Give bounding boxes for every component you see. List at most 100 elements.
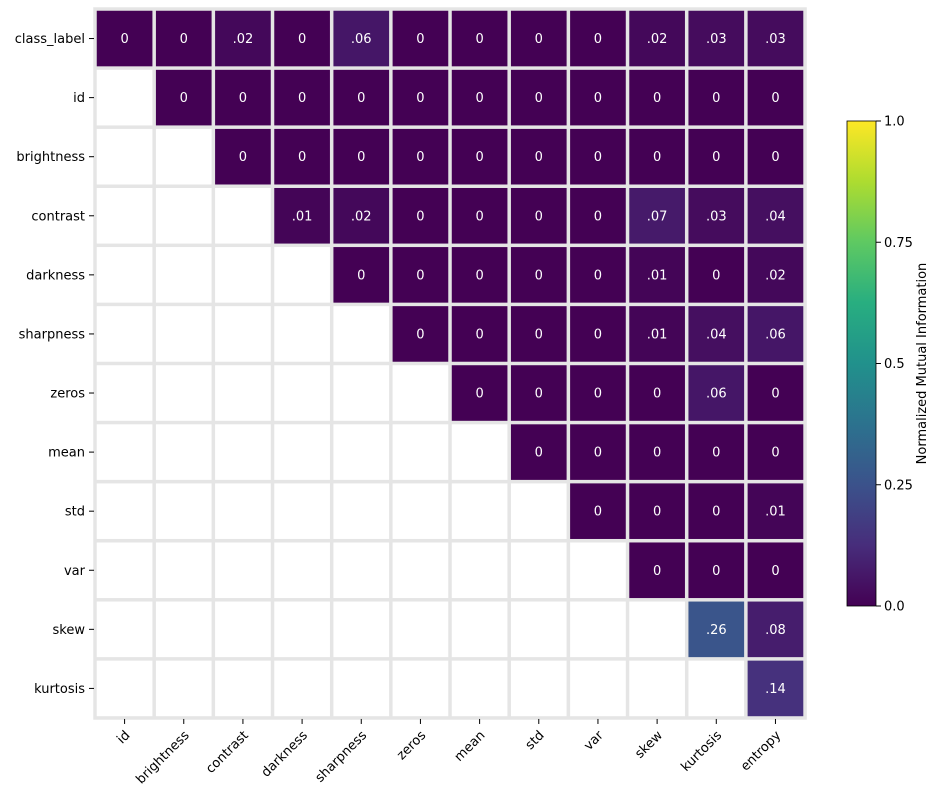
cell-value-label: 0 xyxy=(298,91,306,106)
cell-value-label: .03 xyxy=(765,32,786,47)
colorbar: 0.0 0.25 0.5 0.75 1.0 Normalized Mutual Infor… xyxy=(846,115,930,615)
heatmap-cell xyxy=(451,128,508,185)
heatmap-cell xyxy=(333,187,390,244)
cell-value-label: 0 xyxy=(535,150,543,165)
cell-value-label: 0 xyxy=(594,150,602,165)
cell-value-label: 0 xyxy=(594,327,602,342)
heatmap-empty-cell xyxy=(215,601,271,658)
cell-value-label: 0 xyxy=(416,268,424,283)
cell-value-label: 0 xyxy=(653,505,661,520)
heatmap-empty-cell xyxy=(155,542,212,599)
heatmap-cell xyxy=(629,542,685,599)
heatmap-cell xyxy=(629,69,685,126)
colorbar-tick-label: 0.25 xyxy=(884,478,913,493)
cell-value-label: 0 xyxy=(771,446,779,461)
cell-value-label: 0 xyxy=(416,91,424,106)
cell-value-label: 0 xyxy=(239,150,247,165)
heatmap-cell xyxy=(747,69,804,126)
heatmap-cell xyxy=(629,483,685,539)
heatmap-cell xyxy=(274,187,330,244)
heatmap-cell xyxy=(510,128,567,185)
heatmap-empty-cell xyxy=(451,483,508,539)
cell-value-label: 0 xyxy=(416,150,424,165)
heatmap-empty-cell xyxy=(96,542,153,599)
heatmap-cell xyxy=(570,187,626,244)
heatmap-cell xyxy=(747,10,804,67)
cell-value-label: 0 xyxy=(712,446,720,461)
heatmap-cell xyxy=(747,187,804,244)
heatmap-cell xyxy=(333,128,390,185)
heatmap-cell xyxy=(629,247,685,303)
heatmap-cell xyxy=(747,542,804,599)
cell-value-label: 0 xyxy=(535,268,543,283)
heatmap-empty-cell xyxy=(333,660,390,717)
cell-value-label: 0 xyxy=(475,150,483,165)
heatmap-empty-cell xyxy=(274,601,330,658)
cell-value-label: 0 xyxy=(298,32,306,47)
heatmap-cell xyxy=(629,128,685,185)
cell-value-label: 0 xyxy=(535,327,543,342)
cell-value-label: .14 xyxy=(765,682,786,697)
column-tick-label: kurtosis xyxy=(678,728,725,775)
heatmap-cell xyxy=(747,601,804,658)
heatmap-empty-cell xyxy=(333,424,390,480)
column-tick-label: var xyxy=(581,728,607,754)
heatmap-empty-cell xyxy=(215,306,271,362)
heatmap-cell xyxy=(688,247,745,303)
heatmap-cell xyxy=(392,247,449,303)
heatmap-empty-cell xyxy=(155,247,212,303)
cell-value-label: 0 xyxy=(653,387,661,402)
heatmap-empty-cell xyxy=(155,660,212,717)
heatmap-cell xyxy=(629,306,685,362)
heatmap-cell xyxy=(747,306,804,362)
heatmap-cell xyxy=(451,69,508,126)
row-tick-label: brightness xyxy=(16,150,85,165)
cell-value-label: 0 xyxy=(653,91,661,106)
heatmap-cell xyxy=(570,247,626,303)
column-tick-label: skew xyxy=(632,728,666,762)
heatmap-cell xyxy=(215,69,271,126)
heatmap-cell xyxy=(392,306,449,362)
heatmap-cell xyxy=(688,187,745,244)
heatmap-cell xyxy=(629,365,685,421)
heatmap-cell xyxy=(392,10,449,67)
cell-value-label: 0 xyxy=(594,32,602,47)
heatmap-empty-cell xyxy=(96,601,153,658)
cell-value-label: .03 xyxy=(706,209,727,224)
cell-value-label: .03 xyxy=(706,32,727,47)
heatmap-empty-cell xyxy=(96,365,153,421)
cell-value-label: .08 xyxy=(765,623,786,638)
cell-value-label: .01 xyxy=(765,505,786,520)
cell-value-label: 0 xyxy=(594,505,602,520)
row-tick-label: contrast xyxy=(31,209,85,224)
heatmap-empty-cell xyxy=(629,660,685,717)
cell-value-label: 0 xyxy=(298,150,306,165)
heatmap-cell xyxy=(629,10,685,67)
cell-value-label: 0 xyxy=(535,91,543,106)
heatmap-cell xyxy=(570,69,626,126)
heatmap-empty-cell xyxy=(96,483,153,539)
heatmap-empty-cell xyxy=(274,247,330,303)
row-tick-label: zeros xyxy=(50,387,85,402)
heatmap-empty-cell xyxy=(451,601,508,658)
cell-value-label: 0 xyxy=(475,387,483,402)
cell-value-label: 0 xyxy=(475,327,483,342)
heatmap-empty-cell xyxy=(510,601,567,658)
heatmap-empty-cell xyxy=(96,660,153,717)
cell-value-label: 0 xyxy=(653,446,661,461)
heatmap-empty-cell xyxy=(155,128,212,185)
heatmap-empty-cell xyxy=(155,483,212,539)
heatmap-empty-cell xyxy=(688,660,745,717)
colorbar-tick-label: 1.0 xyxy=(884,115,905,130)
heatmap-empty-cell xyxy=(215,660,271,717)
heatmap-cell xyxy=(688,128,745,185)
cell-value-label: 0 xyxy=(771,564,779,579)
heatmap-empty-cell xyxy=(333,483,390,539)
heatmap-empty-cell xyxy=(392,601,449,658)
heatmap-cell xyxy=(510,306,567,362)
heatmap-cell xyxy=(451,10,508,67)
heatmap-empty-cell xyxy=(392,483,449,539)
heatmap-empty-cell xyxy=(96,69,153,126)
heatmap-empty-cell xyxy=(629,601,685,658)
